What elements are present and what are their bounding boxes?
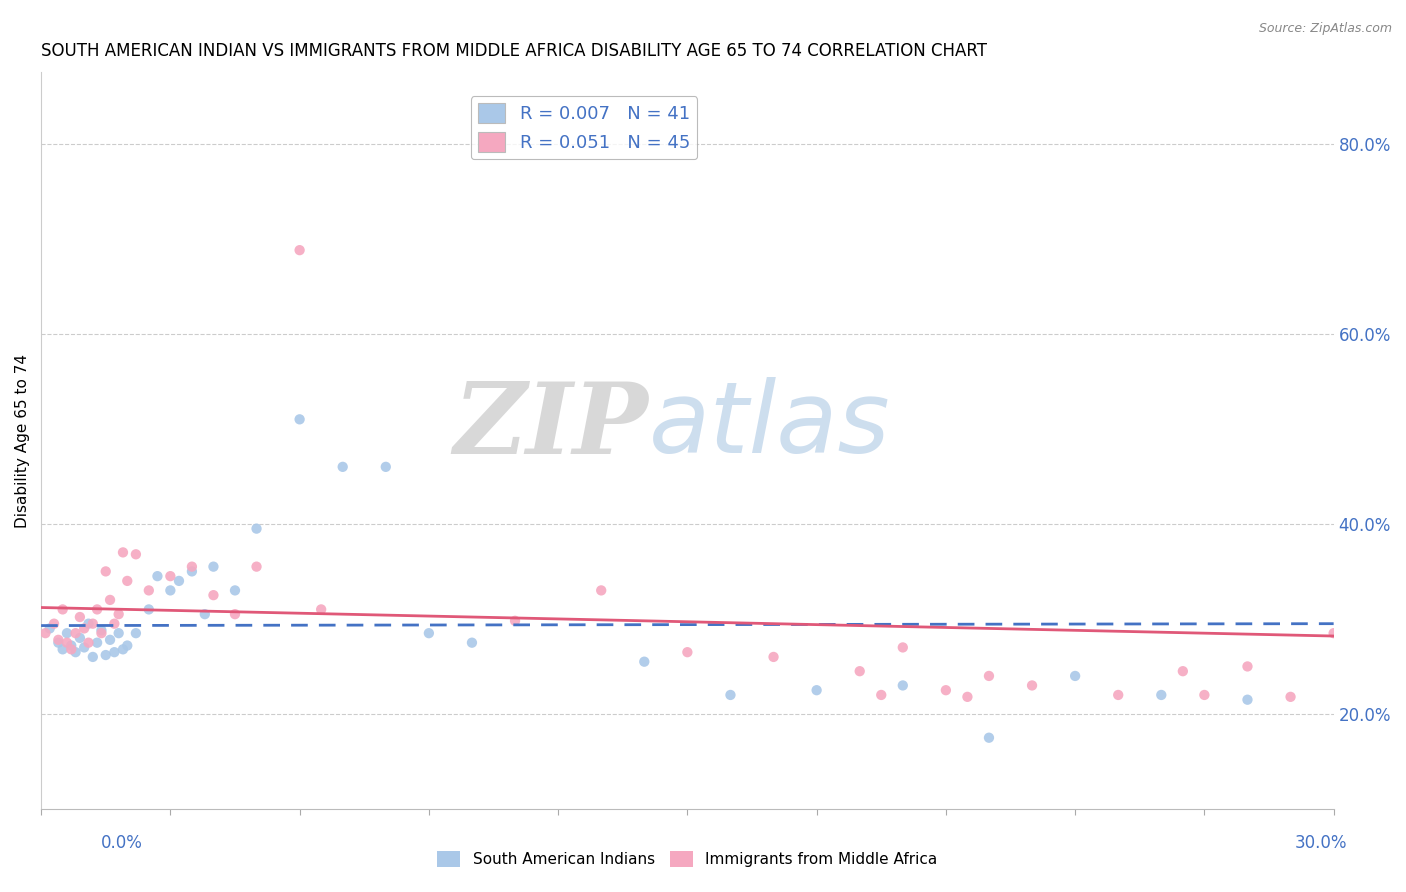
Point <box>94 565 117 579</box>
Point <box>1021 678 1043 692</box>
Point <box>720 688 742 702</box>
Point <box>69 631 91 645</box>
Point <box>977 731 1000 745</box>
Point <box>1107 688 1129 702</box>
Point <box>1323 626 1346 640</box>
Point <box>180 559 202 574</box>
Point <box>77 635 100 649</box>
Point <box>202 559 225 574</box>
Point <box>73 622 96 636</box>
Point <box>1236 659 1258 673</box>
Point <box>98 632 121 647</box>
Point <box>60 639 83 653</box>
Point <box>180 565 202 579</box>
Point <box>98 593 121 607</box>
Point <box>503 614 526 628</box>
Point <box>159 583 181 598</box>
Point <box>806 683 828 698</box>
Point <box>69 610 91 624</box>
Point <box>1194 688 1216 702</box>
Point <box>82 649 104 664</box>
Point <box>82 616 104 631</box>
Point <box>56 626 79 640</box>
Point <box>117 574 139 588</box>
Point <box>1064 669 1087 683</box>
Text: ZIP: ZIP <box>454 377 648 475</box>
Point <box>86 602 108 616</box>
Point <box>90 626 112 640</box>
Point <box>1150 688 1173 702</box>
Point <box>77 616 100 631</box>
Point <box>633 655 655 669</box>
Text: atlas: atlas <box>648 377 890 475</box>
Point <box>194 607 217 622</box>
Point <box>848 664 870 678</box>
Point <box>309 602 332 616</box>
Text: 0.0%: 0.0% <box>101 834 143 852</box>
Point <box>117 639 139 653</box>
Point <box>1279 690 1302 704</box>
Point <box>332 459 354 474</box>
Point <box>1236 692 1258 706</box>
Point <box>38 622 60 636</box>
Point <box>65 645 87 659</box>
Point <box>103 645 125 659</box>
Point <box>34 626 56 640</box>
Point <box>52 642 75 657</box>
Point <box>107 607 129 622</box>
Point <box>288 412 311 426</box>
Point <box>461 635 484 649</box>
Point <box>762 649 785 664</box>
Point <box>146 569 169 583</box>
Point <box>418 626 440 640</box>
Point <box>591 583 613 598</box>
Point <box>977 669 1000 683</box>
Point <box>138 583 160 598</box>
Point <box>73 640 96 655</box>
Point <box>167 574 190 588</box>
Point <box>288 243 311 257</box>
Point <box>65 626 87 640</box>
Point <box>224 607 246 622</box>
Point <box>374 459 396 474</box>
Point <box>52 602 75 616</box>
Point <box>125 626 148 640</box>
Point <box>90 624 112 638</box>
Point <box>245 559 267 574</box>
Point <box>202 588 225 602</box>
Point <box>891 640 914 655</box>
Point <box>956 690 979 704</box>
Point <box>42 616 65 631</box>
Text: SOUTH AMERICAN INDIAN VS IMMIGRANTS FROM MIDDLE AFRICA DISABILITY AGE 65 TO 74 C: SOUTH AMERICAN INDIAN VS IMMIGRANTS FROM… <box>41 42 987 60</box>
Point <box>103 616 125 631</box>
Point <box>56 635 79 649</box>
Point <box>935 683 957 698</box>
Point <box>111 642 134 657</box>
Legend: R = 0.007   N = 41, R = 0.051   N = 45: R = 0.007 N = 41, R = 0.051 N = 45 <box>471 96 697 160</box>
Point <box>159 569 181 583</box>
Point <box>46 635 69 649</box>
Point <box>224 583 246 598</box>
Point <box>676 645 699 659</box>
Point <box>86 635 108 649</box>
Point <box>60 642 83 657</box>
Point <box>46 632 69 647</box>
Point <box>870 688 893 702</box>
Text: 30.0%: 30.0% <box>1295 834 1347 852</box>
Point <box>1171 664 1194 678</box>
Point <box>111 545 134 559</box>
Text: Source: ZipAtlas.com: Source: ZipAtlas.com <box>1258 22 1392 36</box>
Point <box>94 648 117 662</box>
Point <box>891 678 914 692</box>
Point <box>245 522 267 536</box>
Point <box>138 602 160 616</box>
Point <box>125 547 148 561</box>
Y-axis label: Disability Age 65 to 74: Disability Age 65 to 74 <box>15 354 30 528</box>
Point <box>107 626 129 640</box>
